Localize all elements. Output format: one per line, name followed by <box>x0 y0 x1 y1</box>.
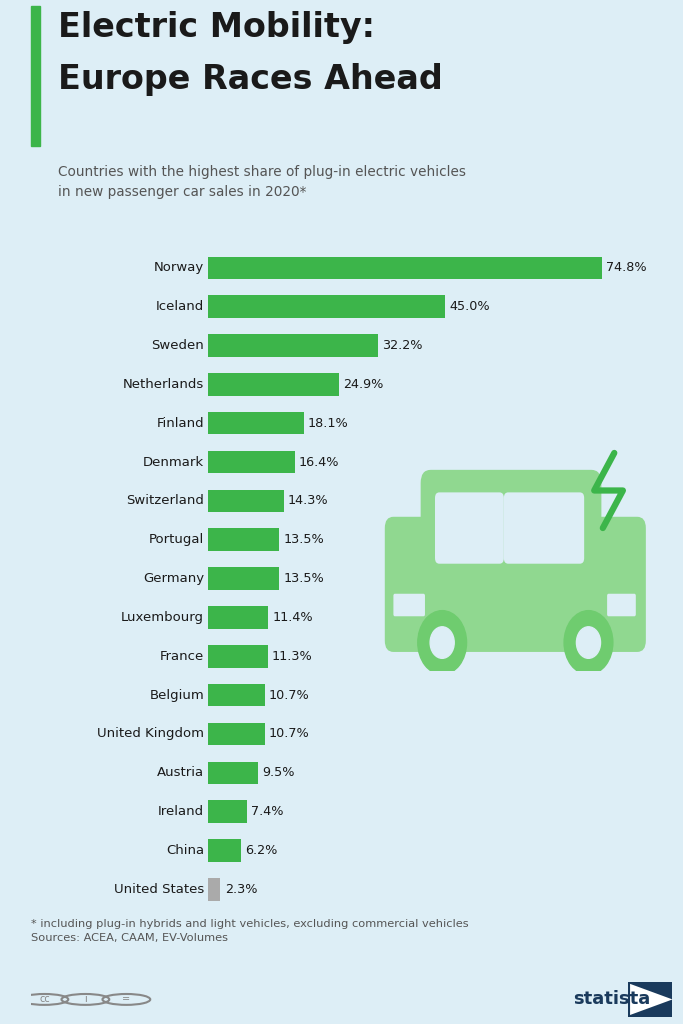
FancyBboxPatch shape <box>607 594 636 616</box>
Text: 2.3%: 2.3% <box>225 883 257 896</box>
Text: 16.4%: 16.4% <box>299 456 339 469</box>
Text: i: i <box>84 994 87 1005</box>
Bar <box>208 373 339 395</box>
FancyBboxPatch shape <box>393 594 425 616</box>
Circle shape <box>418 610 466 675</box>
Text: France: France <box>160 650 204 663</box>
Text: Portugal: Portugal <box>149 534 204 546</box>
Text: 14.3%: 14.3% <box>288 495 329 507</box>
Text: Iceland: Iceland <box>156 300 204 313</box>
Text: 10.7%: 10.7% <box>269 727 309 740</box>
Text: United States: United States <box>114 883 204 896</box>
Text: Countries with the highest share of plug-in electric vehicles
in new passenger c: Countries with the highest share of plug… <box>58 165 466 199</box>
Text: statista: statista <box>573 990 650 1009</box>
Bar <box>208 762 258 784</box>
Text: =: = <box>122 994 130 1005</box>
FancyBboxPatch shape <box>628 982 673 1017</box>
Text: 11.3%: 11.3% <box>272 650 313 663</box>
FancyBboxPatch shape <box>504 493 584 563</box>
Bar <box>208 334 378 356</box>
Circle shape <box>564 610 613 675</box>
Text: Switzerland: Switzerland <box>126 495 204 507</box>
Bar <box>208 567 279 590</box>
FancyBboxPatch shape <box>435 493 504 563</box>
FancyBboxPatch shape <box>421 470 602 579</box>
Text: Belgium: Belgium <box>150 688 204 701</box>
FancyBboxPatch shape <box>385 517 646 652</box>
Circle shape <box>576 627 600 658</box>
Text: Finland: Finland <box>156 417 204 430</box>
Text: United Kingdom: United Kingdom <box>97 727 204 740</box>
Bar <box>208 840 241 862</box>
Bar <box>208 528 279 551</box>
Text: 11.4%: 11.4% <box>273 611 313 624</box>
Bar <box>208 723 264 745</box>
Circle shape <box>430 627 454 658</box>
Text: Europe Races Ahead: Europe Races Ahead <box>58 63 443 96</box>
Bar <box>208 606 268 629</box>
Text: Denmark: Denmark <box>143 456 204 469</box>
Text: 10.7%: 10.7% <box>269 688 309 701</box>
Polygon shape <box>630 984 673 1015</box>
Text: 7.4%: 7.4% <box>251 805 284 818</box>
Text: cc: cc <box>39 994 50 1005</box>
Text: Germany: Germany <box>143 572 204 585</box>
Text: Sweden: Sweden <box>152 339 204 352</box>
Text: 6.2%: 6.2% <box>245 844 277 857</box>
Text: 74.8%: 74.8% <box>607 261 647 274</box>
Bar <box>208 489 283 512</box>
Text: * including plug-in hybrids and light vehicles, excluding commercial vehicles
So: * including plug-in hybrids and light ve… <box>31 919 469 942</box>
Text: Austria: Austria <box>157 766 204 779</box>
Text: 13.5%: 13.5% <box>283 572 324 585</box>
Bar <box>208 412 303 434</box>
Text: 13.5%: 13.5% <box>283 534 324 546</box>
Text: Norway: Norway <box>154 261 204 274</box>
Text: 18.1%: 18.1% <box>308 417 348 430</box>
Bar <box>208 878 221 900</box>
Text: Netherlands: Netherlands <box>123 378 204 391</box>
Text: China: China <box>166 844 204 857</box>
Bar <box>208 295 445 317</box>
Text: 9.5%: 9.5% <box>262 766 295 779</box>
Bar <box>208 684 264 707</box>
Bar <box>208 257 602 280</box>
Bar <box>208 645 268 668</box>
Bar <box>31 6 40 146</box>
Bar <box>208 801 247 823</box>
Text: Luxembourg: Luxembourg <box>121 611 204 624</box>
Text: Electric Mobility:: Electric Mobility: <box>58 11 375 44</box>
Text: 24.9%: 24.9% <box>344 378 384 391</box>
Text: 32.2%: 32.2% <box>382 339 423 352</box>
Bar <box>208 451 294 473</box>
Text: Ireland: Ireland <box>158 805 204 818</box>
Text: 45.0%: 45.0% <box>449 300 490 313</box>
